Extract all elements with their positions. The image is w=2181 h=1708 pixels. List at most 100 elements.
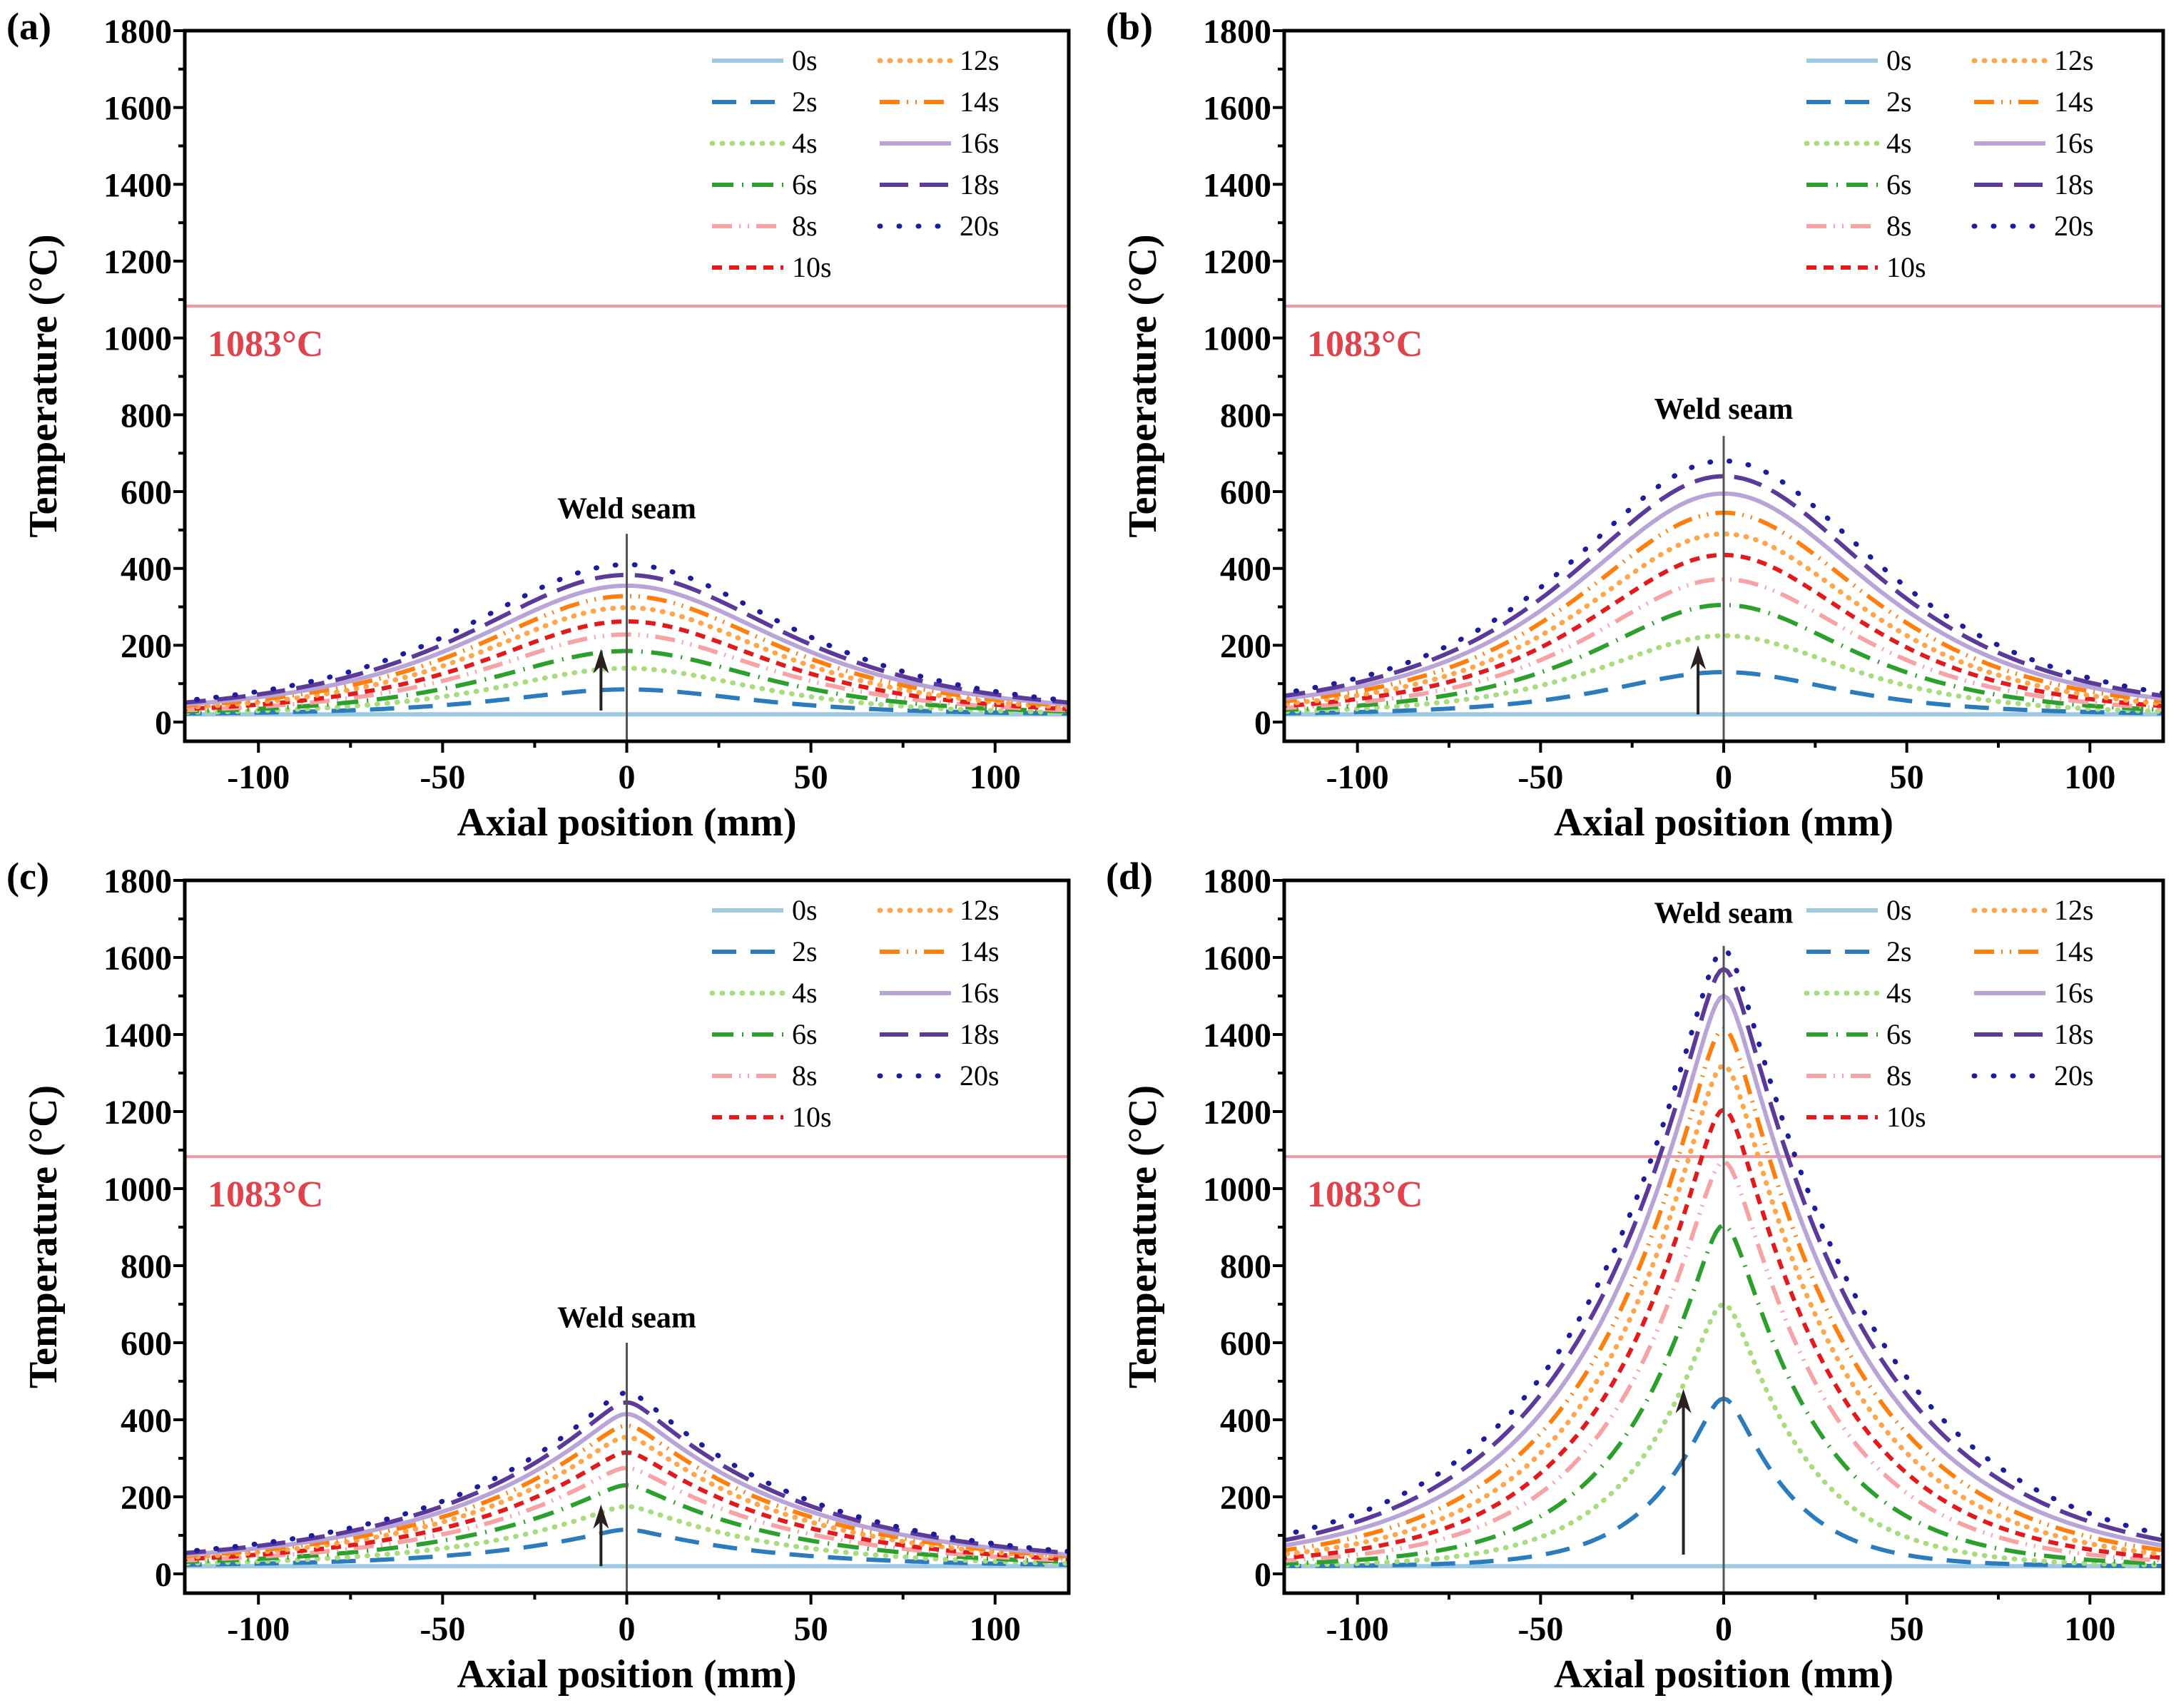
legend-label: 20s xyxy=(2054,1059,2094,1092)
x-tick-label: -100 xyxy=(1326,758,1389,796)
legend-item-6s: 6s xyxy=(1806,1018,1912,1050)
legend-label: 20s xyxy=(960,210,1000,242)
series-line-14s xyxy=(185,1423,1069,1559)
reference-label: 1083°C xyxy=(208,1174,323,1215)
y-tick-label: 1400 xyxy=(103,1017,172,1054)
weld-seam-label: Weld seam xyxy=(557,493,696,526)
legend-label: 14s xyxy=(2054,86,2094,118)
x-tick-label: -50 xyxy=(420,758,465,796)
legend-label: 2s xyxy=(1886,935,1912,967)
legend-item-2s: 2s xyxy=(1806,86,1912,118)
panel-label: (c) xyxy=(6,855,49,898)
legend-label: 10s xyxy=(1886,251,1926,283)
y-tick-label: 1400 xyxy=(1203,1017,1271,1054)
y-tick-label: 1800 xyxy=(1203,13,1271,51)
y-tick-label: 600 xyxy=(121,1325,172,1363)
legend-label: 10s xyxy=(792,1101,832,1133)
legend-label: 8s xyxy=(792,1059,818,1092)
legend: 0s 2s 4s 6s 8s 10s 12s 14s 16s 18s 20s xyxy=(1804,44,2094,283)
legend-label: 14s xyxy=(960,935,1000,967)
y-tick-label: 400 xyxy=(1220,1402,1271,1440)
legend-label: 18s xyxy=(2054,168,2094,200)
series-line-6s xyxy=(1284,602,2163,712)
reference-label: 1083°C xyxy=(1307,1174,1423,1215)
legend-label: 16s xyxy=(2054,977,2094,1009)
legend-label: 6s xyxy=(1886,1018,1912,1050)
legend-item-4s: 4s xyxy=(1804,127,1912,159)
legend-item-2s: 2s xyxy=(712,86,818,118)
x-tick-label: 50 xyxy=(1890,758,1924,796)
y-tick-label: 200 xyxy=(121,1479,172,1517)
y-tick-label: 600 xyxy=(1220,474,1271,512)
legend-label: 0s xyxy=(792,44,818,76)
legend-label: 16s xyxy=(960,127,1000,159)
legend-label: 0s xyxy=(1886,894,1912,926)
y-tick-label: 1000 xyxy=(1203,320,1271,358)
legend: 0s 2s 4s 6s 8s 10s 12s 14s 16s 18s 20s xyxy=(709,894,1000,1133)
y-tick-label: 0 xyxy=(155,704,172,742)
legend-item-16s: 16s xyxy=(880,127,1000,159)
legend-label: 18s xyxy=(2054,1018,2094,1050)
legend-label: 4s xyxy=(792,127,818,159)
weld-seam-label: Weld seam xyxy=(557,1301,696,1334)
reference-label: 1083°C xyxy=(1307,324,1423,365)
x-tick-label: 0 xyxy=(619,758,636,796)
x-tick-label: 100 xyxy=(970,1610,1021,1648)
legend-item-12s: 12s xyxy=(1971,894,2094,926)
legend-label: 4s xyxy=(1886,977,1912,1009)
legend-item-20s: 20s xyxy=(1971,1059,2094,1092)
series-line-8s xyxy=(185,1465,1069,1563)
legend-item-0s: 0s xyxy=(1806,894,1912,926)
legend-label: 6s xyxy=(792,168,818,200)
legend-item-8s: 8s xyxy=(1806,210,1912,242)
legend-label: 2s xyxy=(792,935,818,967)
series-line-8s xyxy=(1284,1159,2163,1563)
y-axis-label: Temperature (°C) xyxy=(1121,1085,1165,1388)
legend-item-0s: 0s xyxy=(712,44,818,76)
legend-label: 10s xyxy=(792,251,832,283)
legend-item-12s: 12s xyxy=(1971,44,2094,76)
series-line-4s xyxy=(185,1503,1069,1566)
y-tick-label: 1000 xyxy=(103,1171,172,1209)
legend-label: 0s xyxy=(1886,44,1912,76)
y-tick-label: 1000 xyxy=(1203,1171,1271,1209)
legend-label: 10s xyxy=(1886,1101,1926,1133)
panel-label: (d) xyxy=(1106,855,1153,898)
series-line-12s xyxy=(1284,1062,2163,1557)
weld-seam-label: Weld seam xyxy=(1654,897,1794,930)
series-line-4s xyxy=(1284,1301,2163,1568)
x-tick-label: 50 xyxy=(794,1610,828,1648)
legend-item-10s: 10s xyxy=(712,251,832,283)
y-tick-label: 1200 xyxy=(1203,1094,1271,1132)
legend-item-16s: 16s xyxy=(1974,977,2094,1009)
legend-item-10s: 10s xyxy=(1806,1101,1926,1133)
series-line-2s xyxy=(185,687,1069,716)
y-tick-label: 1200 xyxy=(1203,243,1271,281)
legend-item-14s: 14s xyxy=(1974,86,2094,118)
arrow-head-icon xyxy=(1690,645,1707,670)
legend-item-20s: 20s xyxy=(877,1059,1000,1092)
legend-label: 2s xyxy=(1886,86,1912,118)
legend-label: 0s xyxy=(792,894,818,926)
legend-item-20s: 20s xyxy=(1971,210,2094,242)
legend-item-8s: 8s xyxy=(1806,1059,1912,1092)
series-line-10s xyxy=(185,619,1069,711)
x-tick-label: 0 xyxy=(619,1610,636,1648)
arrow-head-icon xyxy=(593,649,609,673)
legend-item-8s: 8s xyxy=(712,1059,818,1092)
series-line-4s xyxy=(1284,633,2163,714)
y-tick-label: 400 xyxy=(121,1402,172,1440)
y-tick-label: 800 xyxy=(121,1248,172,1286)
y-tick-label: 1800 xyxy=(1203,863,1271,900)
series-line-10s xyxy=(1284,1107,2163,1560)
x-axis-label: Axial position (mm) xyxy=(457,1652,797,1697)
x-tick-label: 0 xyxy=(1715,1610,1732,1648)
x-axis-label: Axial position (mm) xyxy=(1554,1652,1893,1697)
legend-label: 12s xyxy=(2054,894,2094,926)
x-tick-label: 100 xyxy=(970,758,1021,796)
y-axis-label: Temperature (°C) xyxy=(21,234,66,537)
y-tick-label: 600 xyxy=(1220,1325,1271,1363)
